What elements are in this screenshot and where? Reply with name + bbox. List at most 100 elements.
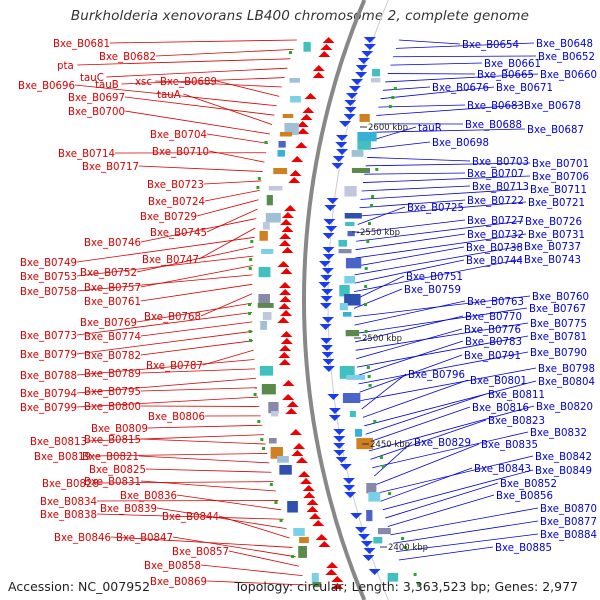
right-leader-line xyxy=(354,300,466,326)
left-leader-line xyxy=(172,536,296,558)
left-leader-line xyxy=(76,255,254,277)
right-feature-block xyxy=(338,240,348,247)
right-gene-label: Bxe_B0798 xyxy=(538,364,595,375)
left-marker-dot xyxy=(274,501,278,504)
left-feature-block xyxy=(287,501,298,513)
topology-label: Topology: circular; Length: 3,363,523 bp… xyxy=(234,579,578,594)
forward-gene-arrow xyxy=(315,534,328,540)
right-leader-line xyxy=(378,455,534,494)
right-leader-line xyxy=(354,307,528,334)
right-feature-block xyxy=(349,411,356,418)
left-marker-dot xyxy=(269,483,273,486)
reverse-gene-arrow xyxy=(322,247,335,253)
right-gene-label: Bxe_B0707 xyxy=(467,169,524,180)
left-gene-label: Bxe_B0689 xyxy=(160,77,217,88)
forward-gene-arrow xyxy=(318,51,331,57)
right-feature-block xyxy=(377,528,391,535)
reverse-gene-arrow xyxy=(355,527,368,533)
left-feature-block xyxy=(284,123,299,135)
right-gene-label: Bxe_B0737 xyxy=(524,242,581,253)
kbp-label: 2600 kbp xyxy=(368,123,408,133)
right-leader-line xyxy=(359,354,463,393)
left-marker-dot xyxy=(249,258,253,261)
reverse-gene-arrow xyxy=(355,72,368,78)
right-gene-label: Bxe_B0852 xyxy=(500,479,557,490)
right-feature-block xyxy=(342,312,352,317)
left-marker-dot xyxy=(291,555,295,558)
left-gene-label: Bxe_B0682 xyxy=(99,52,156,63)
right-leader-line xyxy=(393,520,539,544)
right-feature-block xyxy=(351,168,371,173)
forward-gene-arrow xyxy=(322,37,335,43)
forward-gene-arrow xyxy=(280,268,293,274)
left-gene-label: Bxe_B0857 xyxy=(172,547,229,558)
left-gene-label: Bxe_B0809 xyxy=(91,424,148,435)
left-leader-line xyxy=(136,302,253,323)
left-gene-label: Bxe_B0723 xyxy=(147,180,204,191)
reverse-gene-arrow xyxy=(327,394,340,400)
left-gene-label: Bxe_B0789 xyxy=(84,369,141,380)
right-gene-label: Bxe_B0671 xyxy=(496,83,553,94)
left-gene-label: xsc xyxy=(135,77,152,88)
left-marker-dot xyxy=(250,240,254,243)
right-gene-label: Bxe_B0849 xyxy=(535,466,592,477)
right-leader-line xyxy=(395,533,539,553)
forward-gene-arrow xyxy=(302,107,315,113)
right-leader-line xyxy=(390,62,483,66)
left-gene-label: Bxe_B0747 xyxy=(142,255,199,266)
right-marker-dot xyxy=(368,384,372,387)
left-gene-label: tauA xyxy=(157,90,181,101)
right-marker-dot xyxy=(379,456,383,459)
left-gene-label: Bxe_B0831 xyxy=(84,477,141,488)
right-gene-label: Bxe_B0665 xyxy=(477,70,534,81)
left-leader-line xyxy=(200,293,253,317)
left-gene-label: Bxe_B0774 xyxy=(84,332,141,343)
right-marker-dot xyxy=(364,330,368,333)
left-leader-line xyxy=(136,246,254,273)
right-leader-line xyxy=(365,162,531,167)
left-gene-label: Bxe_B0834 xyxy=(40,497,97,508)
left-gene-label: Bxe_B0724 xyxy=(148,197,205,208)
right-leader-line xyxy=(357,340,464,376)
map-title: Burkholderia xenovorans LB400 chromosome… xyxy=(70,8,530,24)
left-leader-line xyxy=(77,58,291,66)
forward-gene-arrow xyxy=(281,212,294,218)
left-gene-label: Bxe_B0813 xyxy=(30,437,87,448)
right-gene-label: Bxe_B0832 xyxy=(530,428,587,439)
left-leader-line xyxy=(98,481,274,484)
right-leader-line xyxy=(372,128,526,133)
right-leader-line xyxy=(364,172,466,175)
right-gene-label: Bxe_B0725 xyxy=(407,203,464,214)
forward-gene-arrow xyxy=(306,506,319,512)
reverse-gene-arrow xyxy=(350,513,363,519)
left-gene-label: Bxe_B0729 xyxy=(140,212,197,223)
left-marker-dot xyxy=(256,186,260,189)
left-marker-dot xyxy=(248,312,252,315)
right-gene-label: Bxe_B0652 xyxy=(538,52,595,63)
forward-gene-arrow xyxy=(296,121,309,127)
left-leader-line xyxy=(140,387,257,392)
left-feature-block xyxy=(278,141,286,148)
right-marker-dot xyxy=(369,204,373,207)
left-feature-block xyxy=(282,114,294,119)
right-marker-dot xyxy=(391,96,395,99)
left-gene-label: Bxe_B0819 xyxy=(34,452,91,463)
left-gene-label: pta xyxy=(57,61,74,72)
right-leader-line xyxy=(360,367,537,402)
left-gene-label: Bxe_B0794 xyxy=(20,389,77,400)
reverse-gene-arrow xyxy=(324,205,337,211)
left-leader-line xyxy=(218,515,290,539)
left-feature-block xyxy=(262,222,270,230)
reverse-gene-arrow xyxy=(343,114,356,120)
forward-gene-arrow xyxy=(300,114,313,120)
forward-gene-arrow xyxy=(312,520,325,526)
right-feature-block xyxy=(357,141,371,150)
reverse-gene-arrow xyxy=(332,156,345,162)
left-gene-label: Bxe_B0844 xyxy=(162,512,219,523)
forward-gene-arrow xyxy=(303,492,316,498)
forward-gene-arrow xyxy=(279,296,292,302)
left-leader-line xyxy=(76,274,253,292)
right-gene-label: Bxe_B0775 xyxy=(530,319,587,330)
right-gene-label: Bxe_B0738 xyxy=(466,243,523,254)
right-marker-dot xyxy=(404,546,408,549)
